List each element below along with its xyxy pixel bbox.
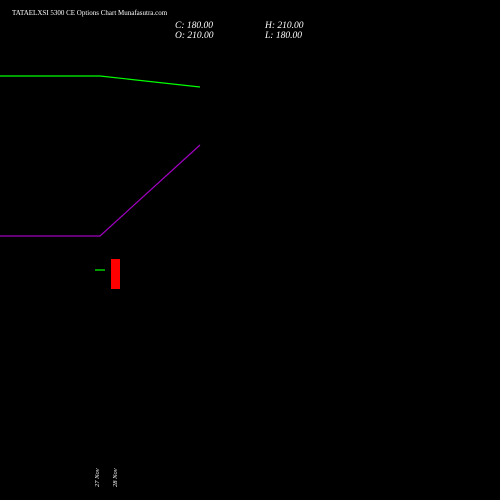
chart-title: TATAELXSI 5300 CE Options Chart Munafasu… xyxy=(12,9,168,17)
candle-body xyxy=(111,259,120,289)
open-label: O: 210.00 xyxy=(175,31,214,41)
indicator-line xyxy=(0,75,201,88)
indicator-line xyxy=(0,144,201,237)
x-tick-label: 28 Nov xyxy=(112,468,119,487)
low-label: L: 180.00 xyxy=(264,31,302,41)
close-label: C: 180.00 xyxy=(175,21,213,31)
high-label: H: 210.00 xyxy=(264,21,304,31)
x-tick-label: 27 Nov xyxy=(94,468,101,487)
